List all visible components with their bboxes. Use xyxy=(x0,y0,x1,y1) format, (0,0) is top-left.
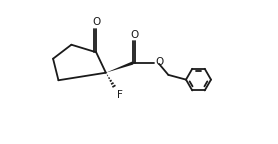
Text: F: F xyxy=(117,90,123,100)
Text: O: O xyxy=(92,17,100,27)
Polygon shape xyxy=(106,61,133,73)
Text: O: O xyxy=(155,57,164,67)
Text: O: O xyxy=(130,30,138,40)
